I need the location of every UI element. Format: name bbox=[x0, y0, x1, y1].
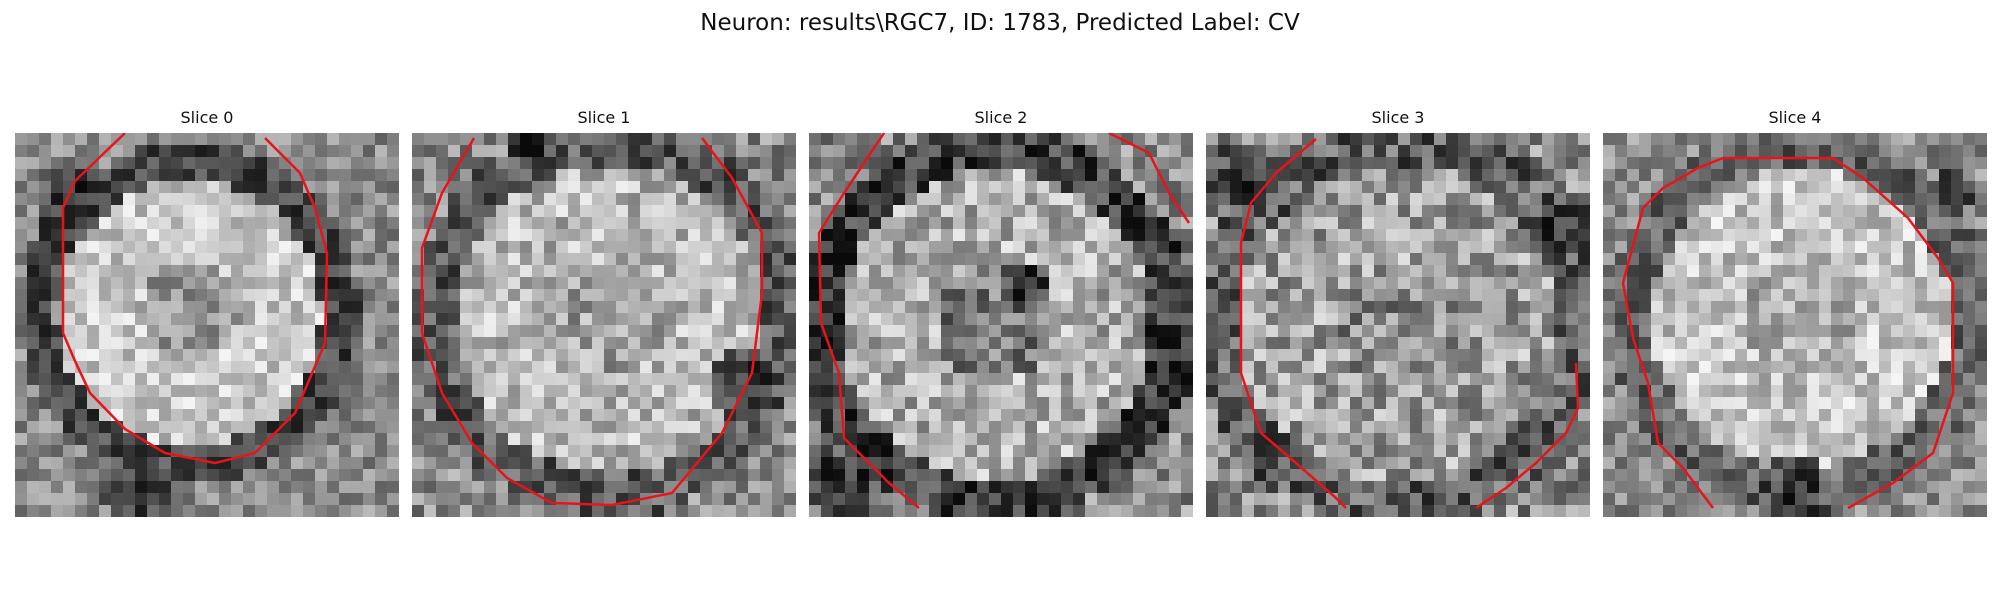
slice-panel-4: Slice 4 bbox=[1603, 108, 1987, 517]
figure-title: Neuron: results\RGC7, ID: 1783, Predicte… bbox=[700, 10, 1300, 36]
slice-title-0: Slice 0 bbox=[180, 108, 234, 127]
slice-image-3 bbox=[1206, 133, 1590, 517]
slice-panel-3: Slice 3 bbox=[1206, 108, 1590, 517]
contour-line-2-0 bbox=[817, 133, 920, 509]
slice-pixels-3 bbox=[1206, 133, 1590, 517]
slice-title-1: Slice 1 bbox=[577, 108, 631, 127]
contour-line-4-1 bbox=[1621, 207, 1714, 509]
slice-title-4: Slice 4 bbox=[1768, 108, 1822, 127]
slice-image-0 bbox=[15, 133, 399, 517]
slice-image-2 bbox=[809, 133, 1193, 517]
slice-pixels-1 bbox=[412, 133, 796, 517]
contour-line-2-1 bbox=[1108, 133, 1191, 224]
contour-line-1-0 bbox=[420, 137, 764, 507]
contour-line-0-0 bbox=[61, 133, 329, 465]
contour-line-3-1 bbox=[1475, 362, 1580, 510]
slice-title-2: Slice 2 bbox=[974, 108, 1028, 127]
slice-panel-2: Slice 2 bbox=[809, 108, 1193, 517]
contour-line-4-0 bbox=[1642, 156, 1955, 510]
slice-panel-0: Slice 0 bbox=[15, 108, 399, 517]
contour-line-3-0 bbox=[1239, 138, 1347, 509]
slice-pixels-2 bbox=[809, 133, 1193, 517]
slice-image-1 bbox=[412, 133, 796, 517]
slice-pixels-4 bbox=[1603, 133, 1987, 517]
slice-panel-1: Slice 1 bbox=[412, 108, 796, 517]
slice-pixels-0 bbox=[15, 133, 399, 517]
slice-title-3: Slice 3 bbox=[1371, 108, 1425, 127]
slice-image-4 bbox=[1603, 133, 1987, 517]
